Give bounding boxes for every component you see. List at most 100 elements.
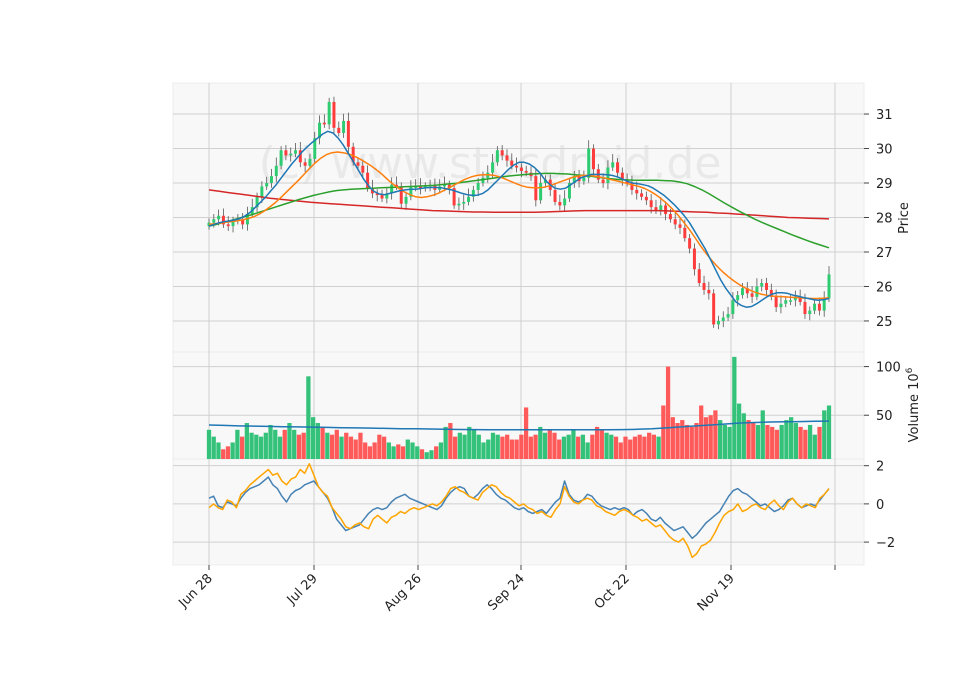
candle-body [404, 196, 408, 204]
volume-bar [301, 432, 306, 459]
volume-bar [391, 446, 396, 459]
price-moving-averages [208, 130, 830, 308]
candle-body [399, 186, 403, 204]
candle-body [726, 314, 730, 318]
volume-bar [287, 423, 292, 459]
volume-bar [779, 424, 784, 459]
volume-bar [798, 426, 803, 459]
candle-body [370, 188, 374, 194]
y-tick-label: −2 [876, 536, 895, 551]
volume-bar [434, 446, 439, 459]
candle-body [543, 179, 547, 184]
volume-bar [604, 432, 609, 459]
candle-body [769, 289, 773, 297]
volume-bar [476, 434, 481, 459]
candle-body [491, 162, 495, 173]
candle-body [539, 183, 543, 201]
volume-moving-average [208, 420, 830, 431]
candle-body [692, 248, 696, 270]
candle-body [346, 120, 350, 147]
volume-bar [713, 410, 718, 459]
volume-bar [661, 405, 666, 459]
volume-bar [358, 432, 363, 459]
x-tick-label: Jun 28 [176, 571, 216, 611]
volume-bar [490, 432, 496, 459]
candle-body [217, 215, 221, 220]
volume-bar [268, 424, 273, 459]
volume-bar [533, 434, 538, 459]
volume-bar [774, 429, 780, 459]
oscillator-blue-line [208, 476, 830, 540]
volume-bar [538, 426, 543, 459]
candle-body [337, 127, 341, 134]
candle-body [659, 205, 663, 211]
candle-body [221, 215, 225, 225]
candle-body [750, 293, 754, 297]
volume-bar [386, 442, 391, 459]
candle-body [519, 167, 523, 171]
candle-body [779, 303, 783, 308]
price-axis-label: Price [897, 202, 912, 234]
candle-body [553, 189, 557, 202]
candle-body [212, 219, 216, 223]
grid [173, 83, 864, 565]
candle-body [587, 148, 591, 178]
volume-bar [576, 436, 581, 459]
candle-body [813, 303, 817, 311]
volume-bar [623, 436, 628, 459]
volume-bar [727, 426, 732, 459]
candle-body [716, 320, 720, 325]
volume-bar [320, 426, 325, 459]
volume-bar [254, 434, 259, 459]
volume-bar [751, 423, 756, 459]
volume-bar [216, 442, 221, 459]
y-tick-label: 100 [876, 361, 901, 376]
candle-body [414, 186, 418, 188]
candle-body [712, 293, 716, 325]
volume-bar [315, 423, 320, 459]
volume-bar [486, 439, 491, 459]
candle-body [736, 295, 740, 301]
candle-body [298, 150, 302, 163]
y-tick-label: 30 [876, 143, 893, 158]
volume-bar [552, 432, 557, 459]
volume-bar [732, 356, 737, 459]
volume-bar [310, 417, 316, 459]
volume-bar [505, 434, 510, 459]
x-axis-ticks: Jun 28 Jul 29 Aug 26 Sep 24 Oct 22 Nov 19 [176, 565, 836, 614]
candle-body [241, 219, 245, 225]
volume-bar [784, 420, 789, 459]
volume-bar [822, 410, 827, 459]
volume-bar [367, 446, 373, 459]
candle-body [505, 155, 509, 161]
volume-bar [689, 426, 694, 459]
y-tick-label: 27 [876, 246, 893, 261]
candle-body [515, 165, 519, 168]
ma-mid-line [208, 151, 830, 300]
volume-bar [628, 439, 633, 459]
oscillator-orange-line [208, 463, 830, 559]
candle-body [289, 153, 293, 156]
volume-bar [680, 420, 685, 459]
volume-bar [703, 417, 709, 459]
volume-bar [292, 429, 297, 459]
volume-bar [471, 429, 477, 459]
x-tick-label: Nov 19 [695, 571, 738, 614]
candle-body [793, 296, 797, 301]
volume-bars [206, 356, 832, 459]
ma-trend-line [208, 189, 830, 220]
candle-body [582, 177, 586, 182]
volume-bar [429, 450, 434, 459]
volume-bar [670, 417, 675, 459]
volume-bar [618, 442, 623, 459]
candle-body [443, 184, 446, 187]
volume-bar [249, 432, 254, 459]
volume-bar [793, 423, 798, 459]
volume-bar [377, 434, 382, 459]
volume-bar [277, 436, 283, 459]
candle-body [760, 283, 764, 287]
candle-body [390, 184, 394, 194]
volume-bar [684, 424, 690, 459]
